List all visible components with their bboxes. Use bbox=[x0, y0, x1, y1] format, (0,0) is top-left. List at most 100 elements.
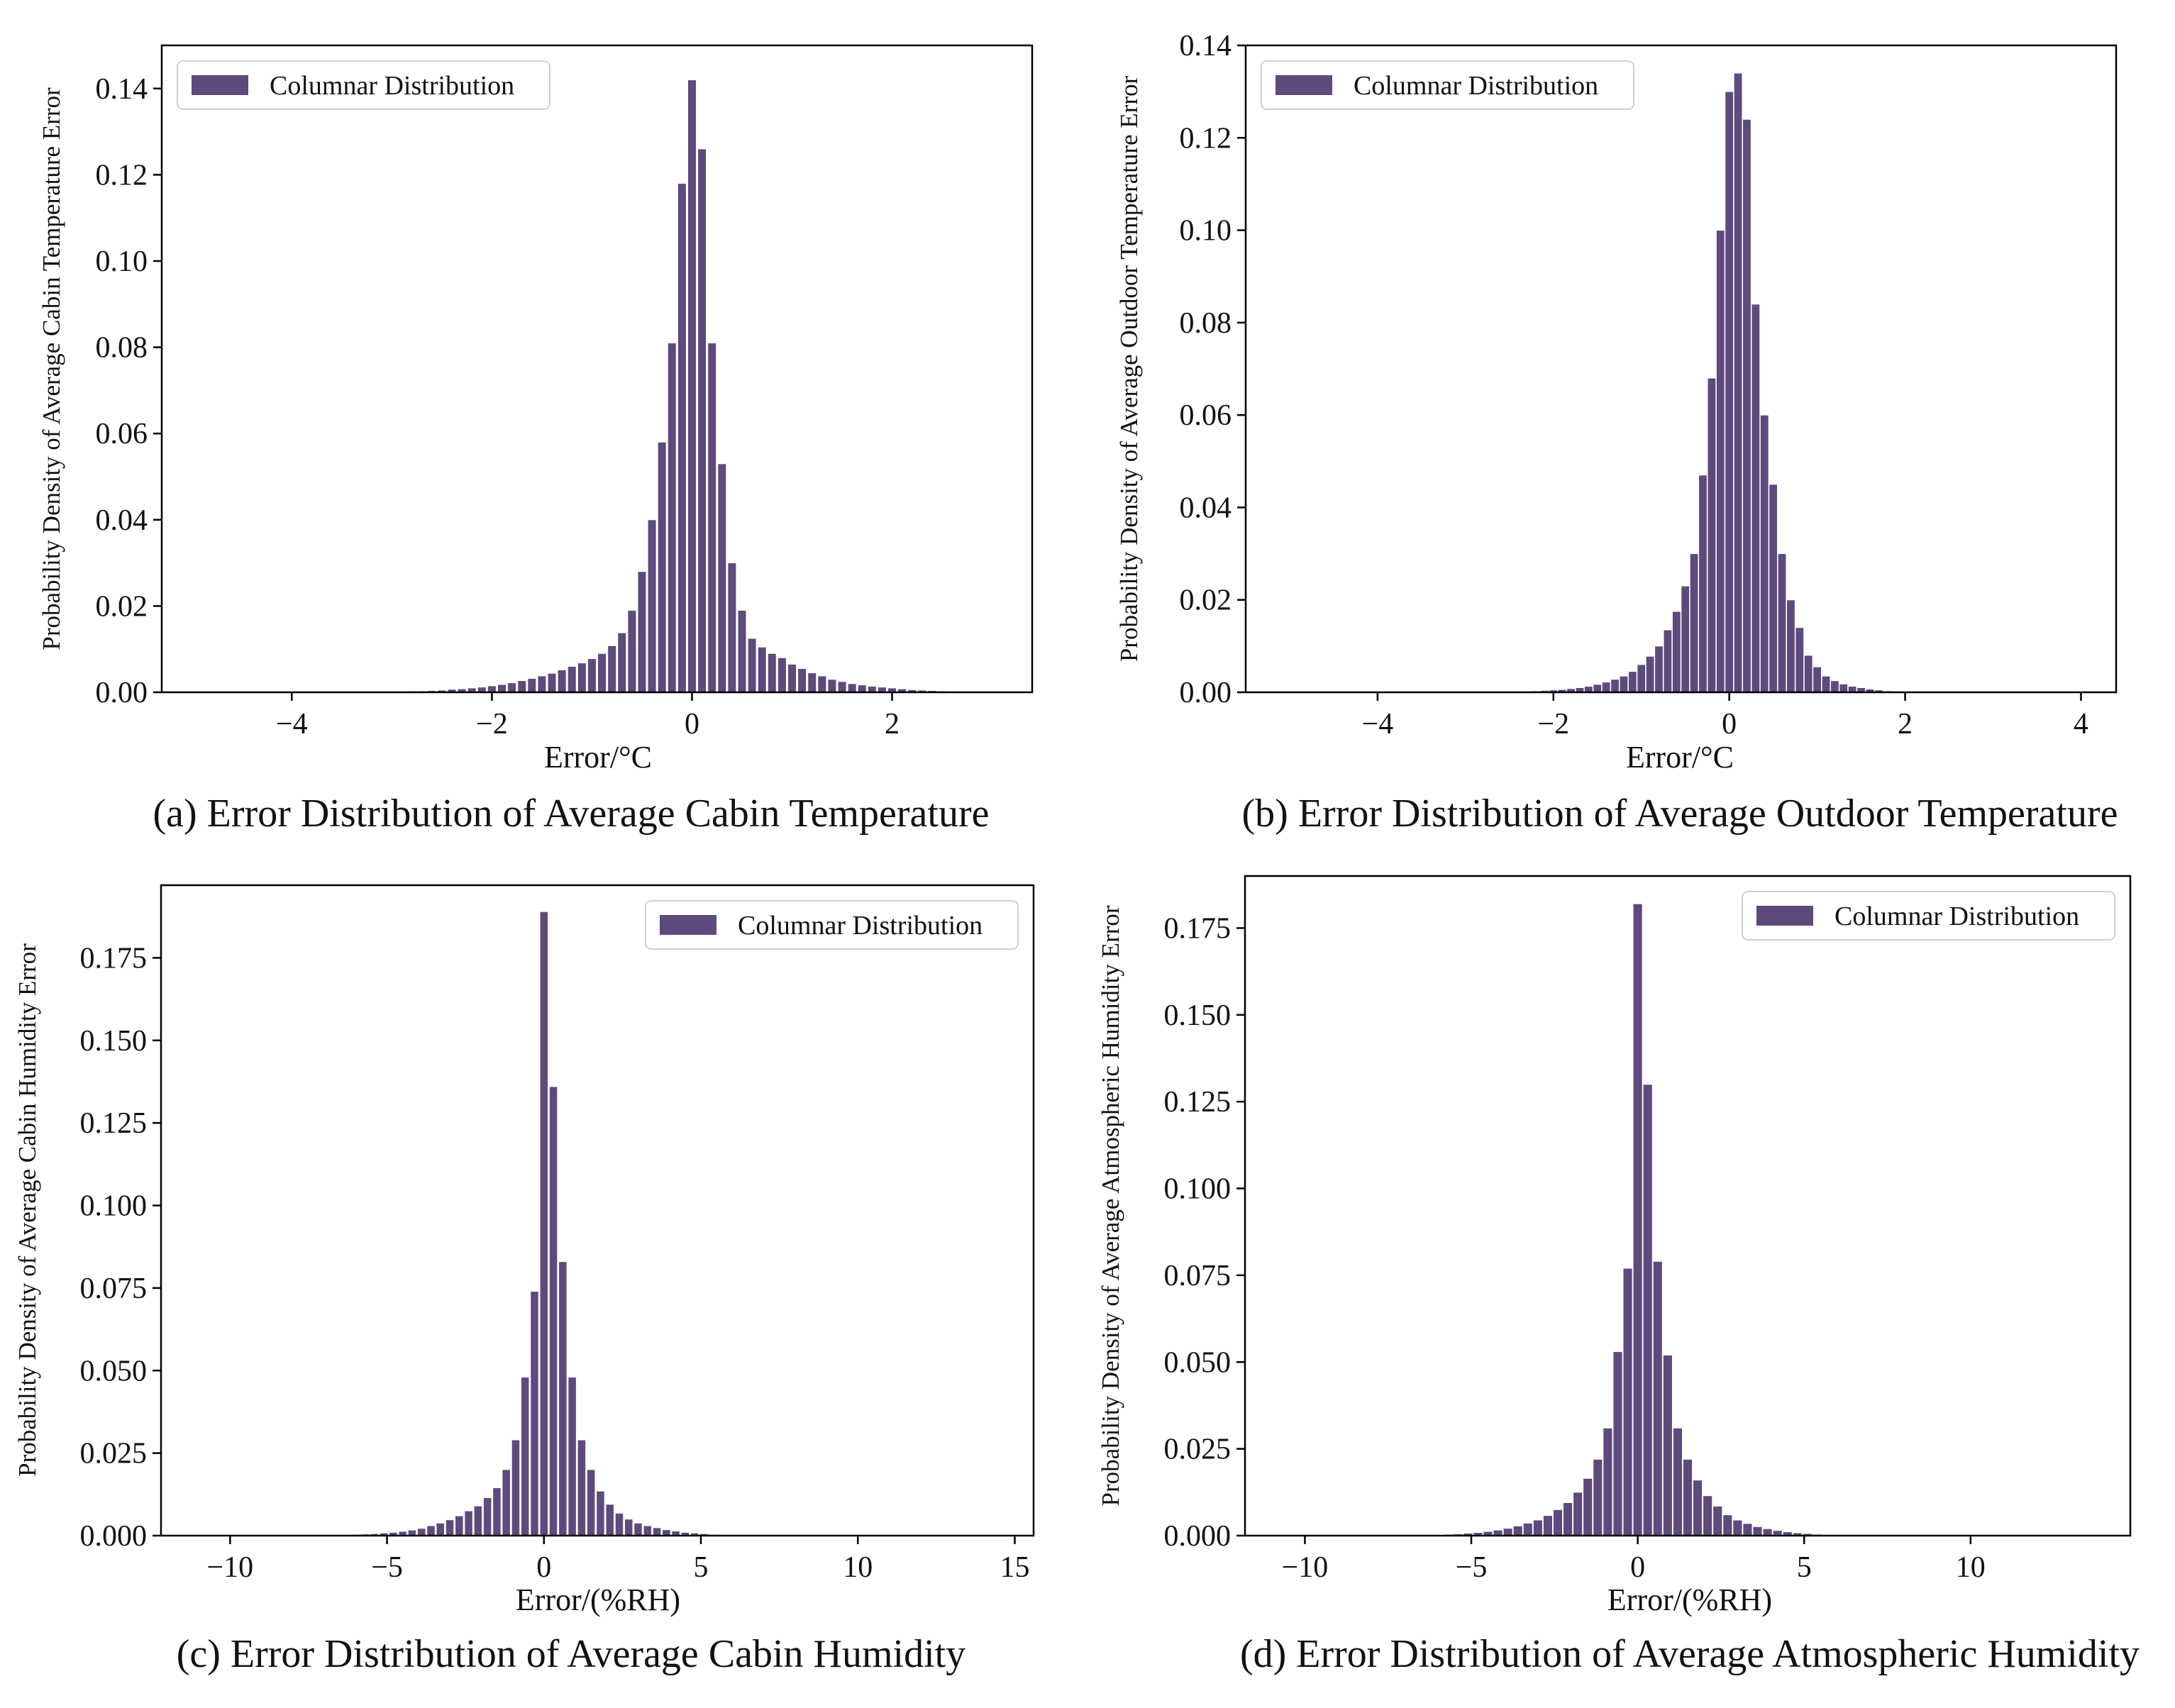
histogram-bar bbox=[737, 609, 747, 693]
y-tick-label: 0.100 bbox=[1164, 1173, 1232, 1206]
y-tick-label: 0.02 bbox=[1180, 584, 1232, 617]
histogram-bar bbox=[520, 1377, 530, 1536]
histogram-bar bbox=[416, 1528, 426, 1536]
y-tick-label: 0.125 bbox=[1164, 1086, 1232, 1119]
y-tick-label: 0.000 bbox=[1164, 1520, 1232, 1553]
x-tick-label: −10 bbox=[1282, 1551, 1329, 1584]
y-tick-label: 0.175 bbox=[80, 942, 148, 975]
histogram-bar bbox=[587, 658, 597, 693]
x-tick-label: −4 bbox=[1362, 708, 1394, 741]
histogram-bar bbox=[767, 653, 777, 693]
histogram-bar bbox=[492, 1487, 502, 1536]
histogram-bar bbox=[1803, 655, 1813, 693]
y-tick-label: 0.14 bbox=[1180, 30, 1232, 62]
y-tick-label: 0.000 bbox=[80, 1520, 148, 1553]
x-tick-label: −4 bbox=[276, 708, 308, 741]
legend-swatch bbox=[1275, 75, 1332, 95]
x-tick-label: 10 bbox=[843, 1551, 873, 1584]
x-axis-label: Error/(%RH) bbox=[1607, 1582, 1772, 1617]
histogram-bar bbox=[487, 685, 497, 693]
histogram-bar bbox=[1632, 903, 1643, 1536]
histogram-bar bbox=[1742, 118, 1751, 693]
histogram-bar bbox=[717, 463, 727, 693]
histogram-bar bbox=[1637, 664, 1647, 693]
y-tick-label: 0.08 bbox=[96, 332, 148, 365]
y-axis-label: Probability Density of Average Cabin Hum… bbox=[13, 943, 41, 1477]
histogram-bar bbox=[614, 1512, 624, 1536]
y-tick-label: 0.00 bbox=[1180, 677, 1232, 709]
histogram-bar bbox=[1703, 1495, 1713, 1536]
histogram-bar bbox=[627, 609, 637, 693]
histogram-bar bbox=[537, 675, 547, 693]
histogram-bar bbox=[473, 1505, 483, 1536]
bars bbox=[407, 79, 997, 693]
panel-caption: (c) Error Distribution of Average Cabin … bbox=[177, 1632, 965, 1676]
y-tick-label: 0.150 bbox=[1164, 999, 1232, 1032]
histogram-bar bbox=[436, 1522, 445, 1536]
histogram-bar bbox=[1612, 1351, 1623, 1536]
y-axis-label: Probability Density of Average Cabin Tem… bbox=[38, 87, 65, 650]
histogram-bar bbox=[1603, 1427, 1613, 1536]
histogram-bar bbox=[1769, 484, 1778, 693]
panel-caption: (a) Error Distribution of Average Cabin … bbox=[153, 792, 990, 836]
x-tick-label: 5 bbox=[1797, 1551, 1812, 1584]
x-tick-label: −10 bbox=[206, 1551, 253, 1584]
histogram-bar bbox=[464, 1510, 473, 1536]
histogram-bar bbox=[1812, 666, 1822, 693]
panel-b: −4 −2 0 2 4 0.00 0.02 0.04 0.06 0.08 0.10 0.12 0.14 E… bbox=[1115, 30, 2118, 836]
histogram-bar bbox=[1672, 1427, 1683, 1536]
histogram-bar bbox=[547, 672, 557, 693]
y-tick-label: 0.14 bbox=[96, 73, 148, 106]
histogram-bar bbox=[1645, 655, 1655, 693]
x-tick-label: 15 bbox=[1000, 1551, 1029, 1584]
histogram-bar bbox=[1593, 1458, 1603, 1536]
histogram-bar bbox=[647, 519, 657, 693]
histogram-bar bbox=[807, 672, 817, 693]
x-tick-label: −2 bbox=[1537, 708, 1569, 741]
histogram-bar bbox=[837, 681, 847, 693]
histogram-bar bbox=[577, 662, 587, 693]
legend-label: Columnar Distribution bbox=[270, 71, 514, 101]
y-tick-label: 0.025 bbox=[1164, 1434, 1232, 1466]
histogram-bar bbox=[747, 638, 757, 693]
histogram-bar bbox=[707, 343, 717, 693]
histogram-bar bbox=[1593, 684, 1603, 693]
histogram-bar bbox=[1573, 1492, 1583, 1536]
histogram-bar bbox=[1712, 1505, 1723, 1536]
histogram-bar bbox=[1563, 1502, 1573, 1536]
x-tick-label: 2 bbox=[1898, 708, 1913, 741]
histogram-bar bbox=[657, 441, 667, 693]
histogram-bar bbox=[643, 1525, 653, 1536]
x-tick-label: 0 bbox=[536, 1551, 551, 1584]
histogram-bar bbox=[557, 669, 567, 693]
histogram-bar bbox=[1663, 629, 1673, 693]
histogram-bar bbox=[517, 680, 527, 693]
histogram-bar bbox=[507, 682, 517, 693]
histogram-bar bbox=[596, 1490, 605, 1536]
bars bbox=[1433, 903, 1843, 1536]
x-tick-label: −5 bbox=[1456, 1551, 1488, 1584]
legend-swatch bbox=[1756, 906, 1813, 926]
histogram-bar bbox=[1751, 304, 1761, 693]
histogram-bar bbox=[787, 663, 797, 693]
y-tick-label: 0.06 bbox=[96, 418, 148, 450]
histogram-bar bbox=[1742, 1523, 1753, 1536]
histogram-bar bbox=[617, 632, 627, 693]
y-axis-label: Probability Density of Average Atmospher… bbox=[1097, 905, 1124, 1506]
y-tick-label: 0.10 bbox=[96, 245, 148, 278]
histogram-bar bbox=[827, 679, 837, 693]
histogram-bar bbox=[1642, 1084, 1653, 1536]
histogram-bar bbox=[624, 1519, 633, 1536]
histogram-bar bbox=[1762, 1528, 1773, 1536]
histogram-bar bbox=[857, 684, 867, 693]
y-tick-label: 0.02 bbox=[96, 590, 148, 623]
histogram-bar bbox=[607, 645, 617, 693]
histogram-bar bbox=[847, 683, 857, 693]
histogram-bar bbox=[511, 1439, 521, 1536]
x-tick-label: −2 bbox=[476, 708, 508, 741]
histogram-bar bbox=[1682, 1458, 1693, 1536]
y-axis-label: Probability Density of Average Outdoor T… bbox=[1115, 76, 1143, 662]
plot-frame bbox=[1244, 44, 2118, 694]
y-tick-label: 0.050 bbox=[1164, 1346, 1232, 1379]
